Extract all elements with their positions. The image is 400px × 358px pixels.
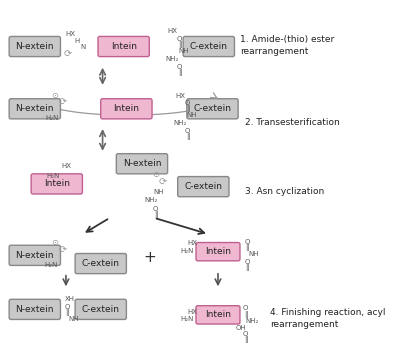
Text: ‖: ‖ <box>178 69 181 76</box>
Text: +: + <box>143 250 156 265</box>
FancyBboxPatch shape <box>9 99 60 119</box>
Text: ⟳: ⟳ <box>58 245 66 255</box>
FancyBboxPatch shape <box>178 176 229 197</box>
Text: O: O <box>185 100 190 106</box>
Text: 4. Finishing reaction, acyl
rearrangement: 4. Finishing reaction, acyl rearrangemen… <box>270 308 386 329</box>
FancyBboxPatch shape <box>9 37 60 57</box>
Text: ⊙: ⊙ <box>152 170 159 179</box>
Text: O: O <box>244 238 250 245</box>
FancyBboxPatch shape <box>183 37 234 57</box>
Text: ‖: ‖ <box>65 309 69 316</box>
FancyBboxPatch shape <box>187 99 238 119</box>
Text: O: O <box>244 259 250 265</box>
Text: O: O <box>243 305 248 311</box>
Text: 1. Amide-(thio) ester
rearrangement: 1. Amide-(thio) ester rearrangement <box>240 35 334 56</box>
Text: NH: NH <box>153 189 164 195</box>
Text: ⊙: ⊙ <box>52 238 58 247</box>
Text: C-extein: C-extein <box>184 182 222 191</box>
Text: NH: NH <box>68 315 78 321</box>
Text: HX: HX <box>176 93 186 99</box>
Text: Intein: Intein <box>44 179 70 188</box>
Text: ⟳: ⟳ <box>64 49 72 59</box>
Text: H₂N: H₂N <box>45 262 58 268</box>
Text: ⟳: ⟳ <box>58 97 66 107</box>
Text: O: O <box>177 64 182 70</box>
Text: N-extein: N-extein <box>16 305 54 314</box>
FancyBboxPatch shape <box>9 299 60 319</box>
FancyBboxPatch shape <box>31 174 82 194</box>
Text: Intein: Intein <box>205 247 231 256</box>
Text: O: O <box>153 205 158 212</box>
Text: HX: HX <box>187 309 197 315</box>
FancyBboxPatch shape <box>116 154 168 174</box>
FancyBboxPatch shape <box>9 245 60 265</box>
Text: ‖: ‖ <box>186 105 190 112</box>
Text: H₂N: H₂N <box>180 316 194 323</box>
Text: H₂N: H₂N <box>180 248 194 254</box>
Text: N-extein: N-extein <box>123 159 161 168</box>
Text: ‖: ‖ <box>244 311 247 318</box>
FancyBboxPatch shape <box>75 299 126 319</box>
Text: HX: HX <box>61 163 71 169</box>
Text: H: H <box>74 38 80 44</box>
Text: NH₂: NH₂ <box>174 120 187 126</box>
Text: C-extein: C-extein <box>190 42 228 51</box>
Text: O: O <box>177 36 182 42</box>
Text: N-extein: N-extein <box>16 42 54 51</box>
Text: C-extein: C-extein <box>194 104 232 113</box>
Text: O: O <box>185 128 190 134</box>
Text: NH₂: NH₂ <box>245 318 258 324</box>
Text: ‖: ‖ <box>246 243 249 251</box>
Text: H₂N: H₂N <box>46 115 59 121</box>
Text: C-extein: C-extein <box>82 259 120 268</box>
Text: NH: NH <box>248 251 259 256</box>
FancyBboxPatch shape <box>196 242 240 261</box>
Text: NH₂: NH₂ <box>144 197 158 203</box>
Text: OH: OH <box>236 325 246 331</box>
Text: C-extein: C-extein <box>82 305 120 314</box>
Text: ‖: ‖ <box>246 264 249 271</box>
Text: NH₂: NH₂ <box>166 56 179 62</box>
Text: N-extein: N-extein <box>16 104 54 113</box>
Text: ⊙: ⊙ <box>52 91 58 100</box>
Text: O: O <box>64 304 70 310</box>
Text: ‖: ‖ <box>154 211 158 218</box>
FancyBboxPatch shape <box>98 37 149 57</box>
Text: ‖: ‖ <box>178 41 181 48</box>
Text: H₂N: H₂N <box>46 173 60 179</box>
Text: Intein: Intein <box>111 42 137 51</box>
Text: HX: HX <box>66 31 76 37</box>
Text: 2. Transesterification: 2. Transesterification <box>246 118 340 127</box>
FancyBboxPatch shape <box>196 306 240 324</box>
Text: NH: NH <box>186 112 197 118</box>
FancyBboxPatch shape <box>101 99 152 119</box>
Text: ⟳: ⟳ <box>159 177 167 187</box>
Text: 3. Asn cyclization: 3. Asn cyclization <box>246 187 325 196</box>
Text: N: N <box>81 44 86 49</box>
Text: HX: HX <box>167 28 177 34</box>
Text: HX: HX <box>187 240 197 246</box>
Text: O: O <box>243 331 248 337</box>
Text: ‖: ‖ <box>244 336 247 343</box>
Text: XH: XH <box>65 296 75 302</box>
FancyBboxPatch shape <box>75 253 126 274</box>
Text: N-extein: N-extein <box>16 251 54 260</box>
Text: Intein: Intein <box>205 310 231 319</box>
Text: ‖: ‖ <box>186 133 190 140</box>
Text: NH: NH <box>178 48 188 54</box>
Text: Intein: Intein <box>113 104 139 113</box>
